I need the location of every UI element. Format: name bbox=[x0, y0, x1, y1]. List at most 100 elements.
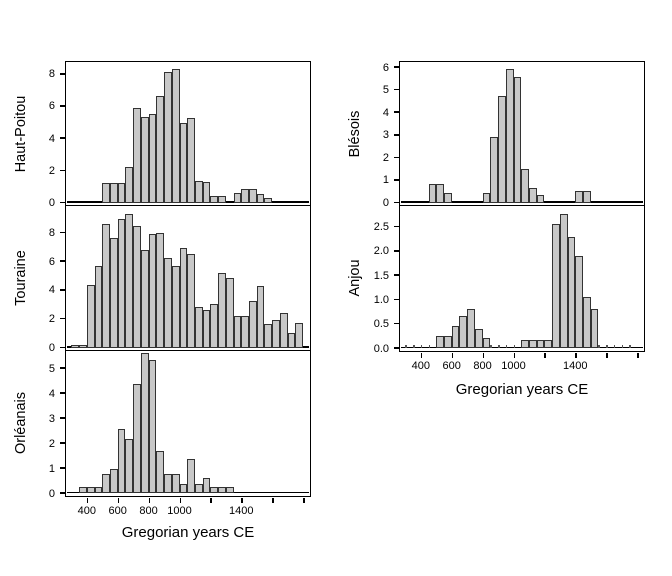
histogram-bar bbox=[513, 77, 522, 203]
histogram-bar bbox=[79, 486, 87, 493]
histogram-bar bbox=[287, 333, 296, 348]
zero-bin-tick bbox=[505, 345, 508, 348]
y-axis-tick-label: 2.5 bbox=[373, 220, 389, 233]
zero-bin-tick bbox=[420, 345, 423, 348]
y-axis-tick bbox=[59, 367, 65, 369]
y-axis-tick-label: 8 bbox=[48, 226, 55, 239]
x-axis-tick bbox=[179, 497, 181, 503]
x-axis-tick bbox=[117, 497, 120, 503]
histogram-bar bbox=[164, 72, 172, 203]
y-axis-tick bbox=[393, 111, 399, 113]
y-axis-tick-label: 2 bbox=[48, 164, 55, 177]
y-axis-tick bbox=[59, 137, 65, 139]
histogram-bar bbox=[148, 114, 157, 203]
histogram-bar bbox=[194, 306, 203, 348]
histogram-bar bbox=[187, 118, 195, 203]
histogram-bar bbox=[490, 137, 499, 203]
histogram-bar bbox=[444, 335, 452, 348]
histogram-panel-anjou: 0.0 0.5 1.0 1.5 2.0 2.5 400 600 800 1000 1400 bbox=[374, 205, 645, 372]
histogram-bar bbox=[187, 459, 195, 493]
x-axis-tick bbox=[482, 352, 485, 358]
histogram-bar bbox=[218, 196, 226, 203]
y-axis-tick-label: 1 bbox=[382, 174, 389, 187]
y-axis-tick-label: 1.0 bbox=[373, 293, 389, 306]
histogram-bar bbox=[148, 359, 157, 493]
histogram-bar bbox=[256, 194, 265, 203]
histogram-bar bbox=[110, 183, 118, 203]
histogram-bar bbox=[125, 213, 134, 348]
y-axis-tick bbox=[393, 274, 399, 276]
histogram-bar bbox=[428, 184, 437, 203]
histogram-bar bbox=[156, 95, 165, 203]
y-axis-tick-label: 1 bbox=[48, 462, 55, 475]
histogram-bar bbox=[498, 96, 506, 203]
zero-bin-tick bbox=[428, 345, 431, 348]
histogram-bar bbox=[264, 197, 273, 203]
region-label: Haut-Poitou bbox=[13, 95, 29, 173]
histogram-bar bbox=[249, 301, 257, 348]
histogram-bar bbox=[552, 224, 560, 348]
histogram-bar bbox=[459, 316, 468, 348]
x-axis-tick-label: 1000 bbox=[167, 505, 192, 517]
y-axis-tick bbox=[393, 225, 399, 228]
y-axis-tick-label: 6 bbox=[382, 61, 389, 74]
histogram-bar bbox=[295, 323, 304, 348]
x-axis-tick-label: 400 bbox=[77, 505, 97, 517]
region-label: Orléanais bbox=[13, 391, 29, 455]
x-axis-tick bbox=[513, 352, 515, 358]
histogram-bar bbox=[117, 428, 126, 493]
histogram-bar bbox=[133, 384, 141, 493]
histogram-bar bbox=[241, 315, 249, 348]
histogram-bar bbox=[583, 191, 591, 203]
histogram-bar bbox=[559, 214, 568, 348]
region-label: Blésois bbox=[347, 110, 363, 158]
histogram-bar bbox=[171, 265, 180, 348]
x-axis-tick bbox=[420, 352, 423, 358]
y-axis-tick-label: 4 bbox=[382, 106, 389, 119]
histogram-bar bbox=[156, 233, 165, 348]
region-label: Touraine bbox=[13, 250, 29, 306]
x-axis-tick-label: 600 bbox=[442, 360, 461, 372]
histogram-bar bbox=[210, 303, 219, 348]
histogram-bar bbox=[171, 68, 180, 203]
histogram-bar bbox=[86, 486, 95, 493]
x-axis-tick-label: 1400 bbox=[563, 360, 588, 372]
histogram-bar bbox=[436, 335, 444, 348]
histogram-bar bbox=[179, 248, 188, 348]
y-axis-tick bbox=[59, 201, 65, 204]
y-axis-tick bbox=[59, 231, 65, 234]
y-axis-tick-label: 0 bbox=[382, 197, 389, 209]
bars-container bbox=[66, 351, 310, 496]
x-axis-tick-label: 600 bbox=[108, 505, 127, 517]
histogram-bar bbox=[225, 486, 234, 493]
x-axis-tick bbox=[210, 497, 212, 503]
y-axis-tick bbox=[393, 66, 399, 68]
histogram-bar bbox=[156, 450, 165, 493]
histogram-bar bbox=[521, 339, 529, 348]
x-axis-tick bbox=[303, 497, 305, 503]
histogram-bar bbox=[482, 193, 491, 203]
histogram-bar bbox=[79, 345, 87, 348]
x-axis-tick-label: 400 bbox=[411, 360, 431, 372]
x-axis-tick-label: 800 bbox=[473, 360, 492, 372]
y-axis-tick-label: 2 bbox=[48, 313, 55, 326]
zero-bin-tick bbox=[629, 345, 631, 348]
histogram-bar bbox=[102, 223, 110, 348]
histogram-bar bbox=[110, 468, 118, 493]
y-axis-tick bbox=[59, 105, 65, 107]
histogram-panel-blesois: 0 1 2 3 4 5 6 bbox=[383, 61, 645, 209]
zero-bin-tick bbox=[490, 345, 492, 348]
y-axis-tick-label: 2 bbox=[48, 437, 55, 450]
histogram-bar bbox=[164, 474, 172, 493]
y-axis-tick bbox=[59, 392, 65, 394]
histogram-panel-touraine: 0 2 4 6 8 bbox=[49, 205, 311, 354]
histogram-bar bbox=[544, 339, 553, 348]
histogram-bar bbox=[575, 191, 583, 203]
histogram-bar bbox=[194, 180, 203, 203]
histogram-bar bbox=[133, 107, 141, 203]
x-axis-tick bbox=[606, 352, 608, 358]
x-axis-title: Gregorian years CE bbox=[455, 381, 589, 398]
histogram-bar bbox=[528, 339, 537, 348]
histogram-bar bbox=[505, 69, 514, 203]
